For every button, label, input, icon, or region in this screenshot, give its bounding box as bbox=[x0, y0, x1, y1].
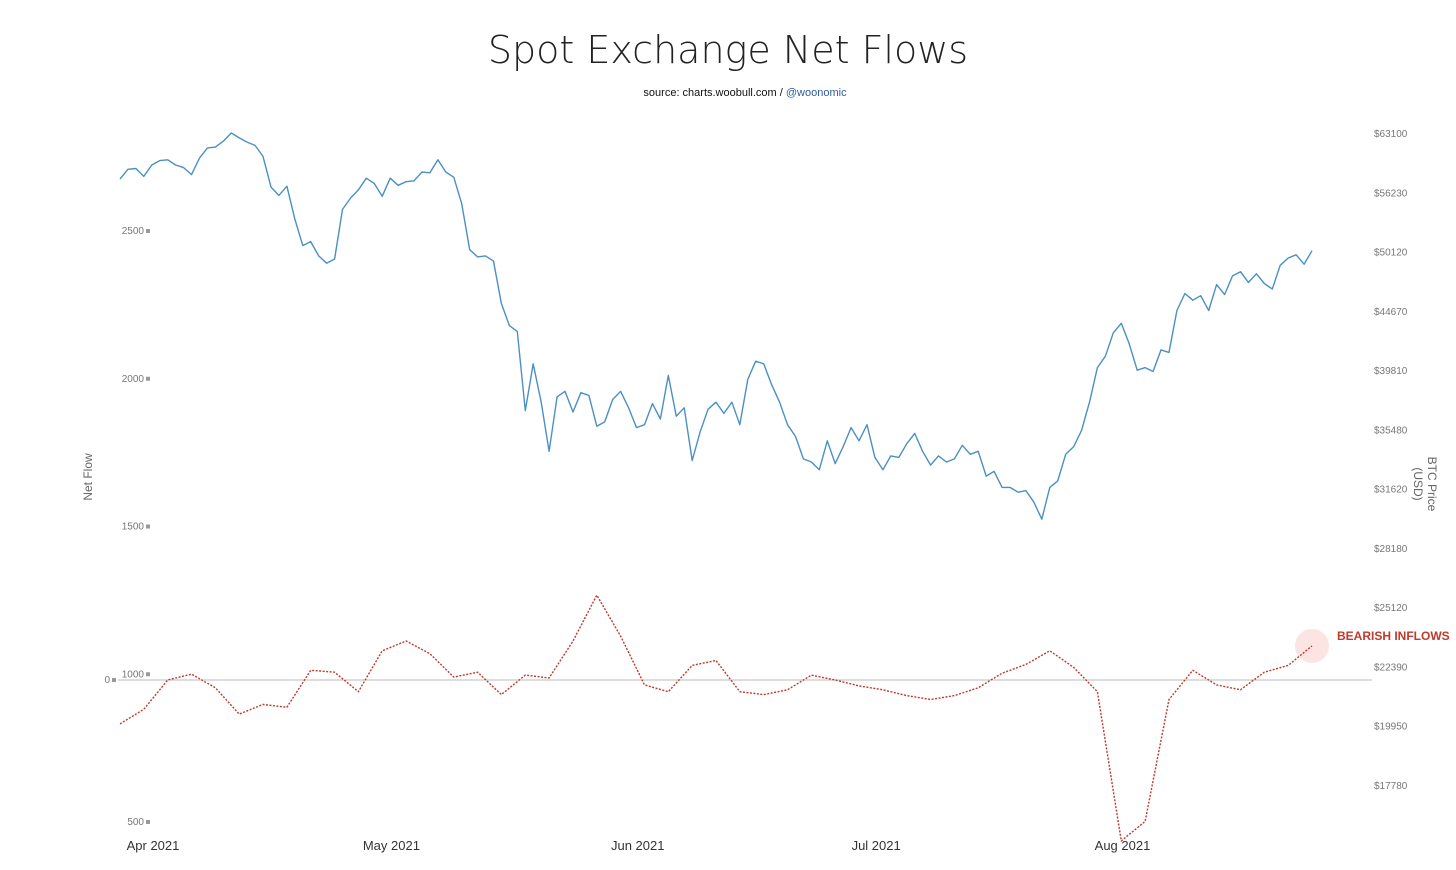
series-line-netflow bbox=[119, 594, 1313, 842]
y-tick-label-left: 1500 bbox=[122, 522, 145, 533]
y-tick-label-right: $25120 bbox=[1374, 603, 1408, 614]
y-tick-label-right: $28180 bbox=[1374, 544, 1408, 555]
y-tick-marker bbox=[146, 820, 150, 824]
y-tick-label-left: 2000 bbox=[122, 374, 145, 385]
y-tick-marker bbox=[146, 376, 150, 381]
y-tick-label-right: $17780 bbox=[1374, 781, 1408, 792]
x-tick-label: Jun 2021 bbox=[611, 838, 665, 853]
y-tick-marker bbox=[146, 229, 150, 233]
x-tick-label: Jul 2021 bbox=[852, 838, 901, 853]
x-tick-label: May 2021 bbox=[363, 838, 420, 853]
annotation-label: BEARISH INFLOWS bbox=[1337, 629, 1450, 643]
y-tick-label-right: $35480 bbox=[1374, 425, 1408, 436]
highlight-circle bbox=[1295, 628, 1329, 663]
subtitle-source: source: charts.woobull.com / bbox=[643, 87, 783, 99]
subtitle-handle-link[interactable]: @woonomic bbox=[785, 87, 847, 99]
y-tick-label-right: $44670 bbox=[1374, 307, 1408, 318]
zero-marker bbox=[112, 678, 116, 682]
y-tick-label-left: 500 bbox=[127, 817, 144, 828]
y-tick-label-left: 1000 bbox=[122, 669, 145, 680]
x-tick-label: Apr 2021 bbox=[127, 838, 180, 853]
y-tick-label-right: $39810 bbox=[1374, 366, 1408, 377]
y-tick-label-left: 2500 bbox=[122, 226, 145, 237]
zero-label: 0 bbox=[104, 675, 110, 686]
y-tick-label-right: $63100 bbox=[1374, 129, 1408, 140]
y-tick-label-right: $22390 bbox=[1374, 662, 1408, 673]
chart-title: Spot Exchange Net Flows bbox=[487, 28, 969, 72]
y-tick-label-right: $56230 bbox=[1374, 188, 1408, 199]
y-tick-label-right: $31620 bbox=[1374, 485, 1408, 496]
series-line-price bbox=[119, 132, 1313, 520]
y-tick-marker bbox=[146, 672, 150, 677]
chart-subtitle: source: charts.woobull.com / @woonomic bbox=[0, 87, 1456, 99]
x-tick-label: Aug 2021 bbox=[1095, 838, 1151, 853]
y-tick-marker bbox=[146, 524, 150, 529]
y-tick-label-right: $50120 bbox=[1374, 248, 1408, 259]
y-tick-label-right: $19950 bbox=[1374, 722, 1408, 733]
